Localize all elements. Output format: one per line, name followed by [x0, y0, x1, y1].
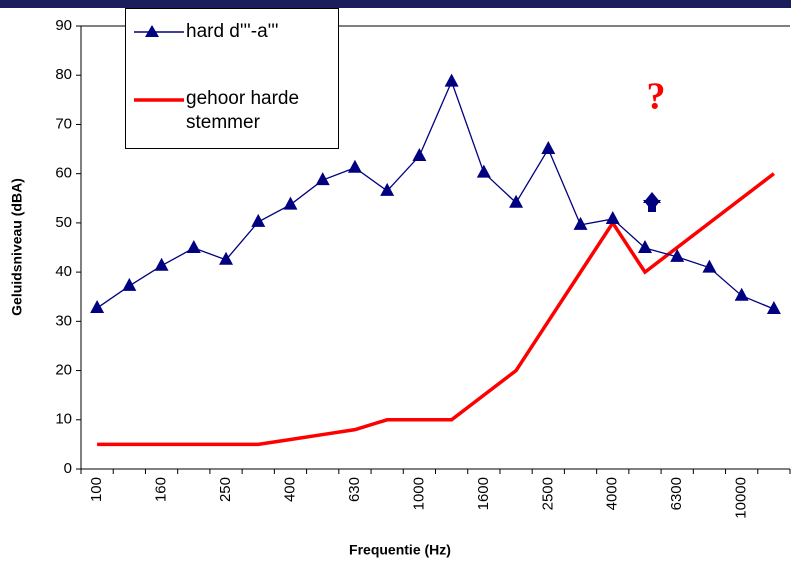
marker — [670, 248, 685, 262]
marker — [702, 259, 717, 273]
x-tick-label: 4000 — [604, 477, 621, 510]
marker — [347, 159, 362, 173]
x-tick-label: 10000 — [733, 477, 750, 519]
y-tick-label: 0 — [64, 460, 72, 477]
marker — [605, 210, 620, 224]
marker — [186, 239, 201, 253]
marker — [444, 73, 459, 87]
marker — [251, 213, 266, 227]
y-tick-label: 90 — [55, 17, 72, 34]
x-tick-label: 250 — [217, 477, 234, 502]
y-tick-label: 10 — [55, 411, 72, 428]
x-tick-label: 6300 — [668, 477, 685, 510]
y-tick-label: 20 — [55, 362, 72, 379]
x-tick-label: 160 — [153, 477, 170, 502]
marker — [509, 194, 524, 208]
legend-marker — [145, 25, 159, 37]
legend-swatches — [134, 25, 184, 102]
legend: hard d'''-a''' gehoor harde stemmer — [125, 8, 339, 149]
x-tick-label: 2500 — [539, 477, 556, 510]
series-line — [97, 172, 775, 447]
marker — [380, 182, 395, 196]
marker — [315, 172, 330, 186]
y-tick-label: 30 — [55, 312, 72, 329]
y-tick-label: 70 — [55, 115, 72, 132]
y-tick-label: 40 — [55, 263, 72, 280]
marker — [573, 216, 588, 230]
y-tick-label: 80 — [55, 66, 72, 83]
double-arrow — [643, 192, 661, 212]
x-tick-label: 1600 — [475, 477, 492, 510]
x-tick-label: 100 — [88, 477, 105, 502]
header-bar — [0, 0, 791, 8]
legend-label: hard d'''-a''' — [186, 21, 279, 42]
annotation: ? — [647, 76, 666, 118]
marker — [154, 257, 169, 271]
marker — [219, 251, 234, 265]
x-axis-label: Frequentie (Hz) — [349, 542, 451, 558]
legend-label: gehoor harde stemmer — [186, 88, 300, 133]
marker — [637, 239, 652, 253]
series-line — [96, 79, 775, 310]
marker — [476, 164, 491, 178]
marker — [766, 301, 781, 315]
x-tick-label: 1000 — [410, 477, 427, 510]
y-tick-label: 50 — [55, 214, 72, 231]
marker — [122, 277, 137, 291]
marker — [90, 300, 105, 314]
y-tick-label: 60 — [55, 165, 72, 182]
x-tick-label: 400 — [281, 477, 298, 502]
x-tick-label: 630 — [346, 477, 363, 502]
marker — [412, 147, 427, 161]
marker — [541, 141, 556, 155]
y-axis-label: Geluidsniveau (dBA) — [9, 178, 25, 316]
marker — [283, 196, 298, 210]
marker — [734, 287, 749, 301]
